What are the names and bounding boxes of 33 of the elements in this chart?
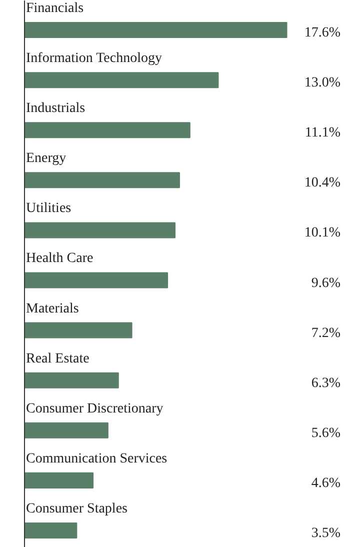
bar	[24, 122, 190, 138]
y-tick-label: Materials	[26, 301, 79, 316]
y-tick-label: Communication Services	[26, 451, 168, 466]
bar	[24, 172, 180, 188]
y-tick-label: Information Technology	[26, 51, 162, 66]
y-tick-label: Consumer Staples	[26, 501, 128, 516]
data-label: 13.0%	[304, 76, 341, 91]
data-label: 3.5%	[311, 526, 341, 541]
data-label: 9.6%	[311, 276, 341, 291]
data-label: 4.6%	[311, 476, 341, 491]
bar	[24, 22, 288, 38]
bar	[24, 72, 219, 88]
bar	[24, 522, 78, 538]
data-label: 17.6%	[304, 26, 341, 41]
bar	[24, 372, 119, 388]
y-tick-label: Financials	[26, 1, 84, 16]
bar	[24, 222, 176, 238]
y-tick-label: Consumer Discretionary	[26, 401, 164, 416]
y-tick-label: Energy	[26, 151, 66, 166]
bar	[24, 322, 132, 338]
y-tick-label: Utilities	[26, 201, 72, 216]
y-tick-label: Real Estate	[26, 351, 90, 366]
y-tick-label: Industrials	[26, 101, 86, 116]
bar	[24, 272, 168, 288]
bar	[24, 472, 94, 488]
data-label: 11.1%	[304, 126, 341, 141]
data-label: 10.1%	[304, 226, 341, 241]
data-label: 6.3%	[311, 376, 341, 391]
data-label: 5.6%	[311, 426, 341, 441]
bar	[24, 422, 108, 438]
y-tick-label: Health Care	[26, 251, 94, 266]
data-label: 7.2%	[311, 326, 341, 341]
data-label: 10.4%	[304, 176, 341, 191]
